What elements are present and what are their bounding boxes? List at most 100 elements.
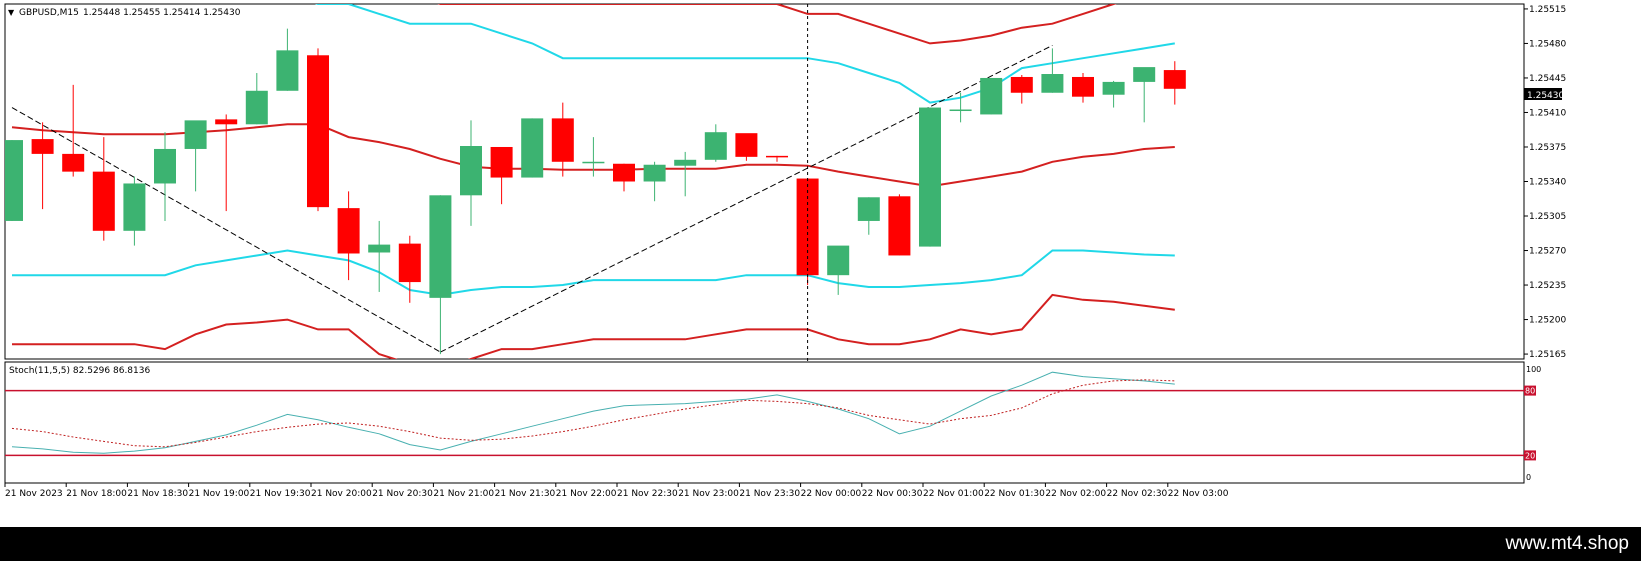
trendline[interactable]	[11, 107, 441, 353]
stoch-level-label: 20	[1525, 451, 1535, 460]
symbol-arrow-icon[interactable]: ▼	[8, 8, 15, 17]
candle-body	[398, 243, 421, 283]
candle-body	[245, 90, 268, 125]
footer-bar: www.mt4.shop	[0, 527, 1641, 561]
candle-body	[582, 161, 605, 164]
candle-body	[551, 118, 574, 162]
stoch-axis-label: 100	[1526, 365, 1541, 374]
price-tick-label: 1.25235	[1529, 281, 1566, 291]
price-tick-label: 1.25410	[1529, 108, 1566, 118]
stoch-main-line	[11, 371, 1175, 454]
candle-body	[215, 119, 238, 125]
price-axis: 1.25515 1.25480 1.25445 1.25410 1.25375 1.253…	[1524, 5, 1566, 360]
symbol-label: GBPUSD,M15	[19, 8, 79, 18]
stoch-axis-label: 0	[1526, 473, 1531, 482]
candle-body	[766, 155, 788, 158]
candle-body	[521, 118, 544, 178]
candle-body	[888, 196, 911, 256]
candle-body	[1163, 70, 1186, 89]
time-axis: 21 Nov 2023 21 Nov 18:00 21 Nov 18:30 21 No…	[4, 483, 1229, 499]
trendlines	[11, 44, 1053, 353]
current-price-tag-bg	[1524, 88, 1562, 100]
candle-body	[643, 164, 666, 182]
candle-body	[949, 109, 972, 112]
time-tick-label: 21 Nov 20:30	[372, 489, 433, 499]
candle-body	[337, 208, 360, 254]
candle-body	[184, 120, 207, 149]
candles	[5, 28, 1186, 355]
candle-body	[1102, 81, 1125, 95]
candle-body	[704, 132, 727, 160]
time-tick-label: 22 Nov 02:30	[1107, 489, 1168, 499]
candle-body	[857, 197, 880, 221]
candle-body	[490, 146, 513, 178]
ohlc-label: 1.25448 1.25455 1.25414 1.25430	[83, 8, 241, 18]
time-tick-label: 22 Nov 02:00	[1045, 489, 1106, 499]
watermark: www.mt4.shop	[1505, 533, 1629, 554]
time-tick-label: 21 Nov 22:00	[556, 489, 617, 499]
candle-body	[919, 107, 941, 247]
time-tick-label: 21 Nov 23:00	[678, 489, 739, 499]
time-tick-label: 21 Nov 18:00	[66, 489, 127, 499]
chart-area: 1.25515 1.25480 1.25445 1.25410 1.25375 1.253…	[4, 3, 1566, 499]
candle-body	[1133, 67, 1156, 82]
stochastic-panel-frame	[4, 361, 1525, 484]
bb-outer-lower-line	[12, 293, 1175, 359]
candle-body	[1041, 74, 1064, 93]
stoch-level-tag-bg	[1524, 385, 1536, 396]
candle-body	[307, 55, 329, 208]
price-tick-label: 1.25445	[1529, 74, 1566, 84]
candle-body	[827, 245, 850, 276]
price-tick-label: 1.25165	[1529, 350, 1566, 360]
candle-body	[92, 171, 115, 231]
stochastic-lines	[11, 371, 1175, 454]
candle-body	[674, 159, 697, 166]
time-tick-label: 22 Nov 00:00	[801, 489, 862, 499]
price-tick-label: 1.25480	[1529, 39, 1566, 49]
price-tick-label: 1.25270	[1529, 247, 1566, 257]
candle-body	[154, 148, 176, 184]
time-tick-label: 22 Nov 01:30	[984, 489, 1045, 499]
stochastic-levels: 80 20	[5, 385, 1536, 461]
time-tick-label: 21 Nov 19:00	[189, 489, 250, 499]
candle-body	[31, 139, 54, 154]
candle-body	[460, 146, 482, 196]
candle-body	[980, 77, 1003, 115]
time-tick-label: 21 Nov 21:00	[433, 489, 494, 499]
candle-body	[5, 140, 23, 221]
trendline[interactable]	[440, 44, 1053, 353]
bb-inner-lower-line	[12, 249, 1175, 296]
time-tick-label: 21 Nov 22:30	[617, 489, 678, 499]
candle-body	[123, 183, 146, 231]
price-tick-label: 1.25375	[1529, 143, 1566, 153]
stoch-level-label: 80	[1525, 387, 1535, 396]
time-tick-label: 21 Nov 21:30	[495, 489, 556, 499]
candle-body	[613, 163, 635, 182]
price-tick-label: 1.25515	[1529, 5, 1566, 15]
time-tick-label: 21 Nov 20:00	[311, 489, 372, 499]
candle-body	[368, 244, 391, 253]
price-panel-frame	[4, 3, 1525, 360]
current-price-tag: 1.25430	[1527, 91, 1564, 101]
time-tick-label: 21 Nov 19:30	[250, 489, 311, 499]
candle-body	[62, 153, 85, 172]
price-tick-label: 1.25305	[1529, 212, 1566, 222]
stochastic-panel: 80 20 100 0 Stoch(11,5,5) 82.5296 86.8136	[4, 361, 1541, 484]
price-panel: 1.25515 1.25480 1.25445 1.25410 1.25375 1.253…	[4, 3, 1566, 483]
candle-body	[276, 50, 299, 91]
candle-body	[735, 133, 758, 157]
bb-outer-upper-line	[437, 4, 1117, 45]
stochastic-label: Stoch(11,5,5) 82.5296 86.8136	[9, 366, 150, 376]
time-tick-label: 22 Nov 01:00	[923, 489, 984, 499]
candle-body	[429, 195, 452, 298]
candle-body	[1072, 76, 1094, 97]
price-tick-label: 1.25200	[1529, 316, 1566, 326]
stochastic-axis: 100 0	[1526, 365, 1541, 482]
stoch-level-tag-bg	[1524, 450, 1536, 461]
time-tick-label: 21 Nov 18:30	[127, 489, 188, 499]
time-tick-label: 21 Nov 2023	[5, 489, 63, 499]
price-tick-label: 1.25340	[1529, 178, 1566, 188]
time-tick-label: 22 Nov 00:30	[862, 489, 923, 499]
candle-body	[1010, 76, 1033, 93]
time-tick-label: 21 Nov 23:30	[739, 489, 800, 499]
